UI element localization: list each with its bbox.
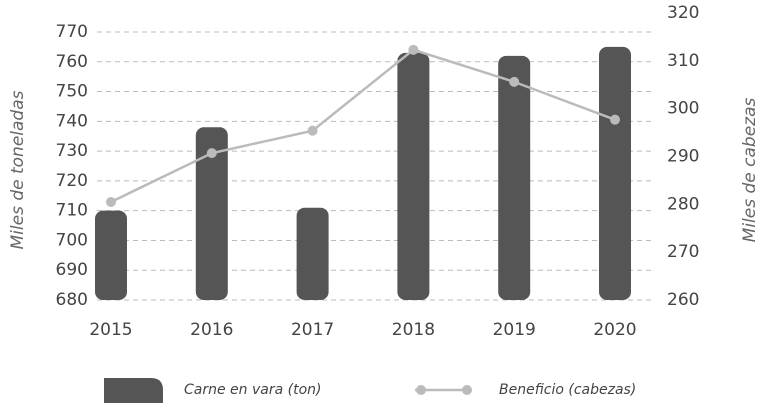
y2-tick-label: 270 xyxy=(667,242,699,262)
x-tick-label: 2019 xyxy=(493,320,536,340)
y2-tick-label: 320 xyxy=(667,3,699,23)
y2-tick-label: 300 xyxy=(667,99,699,119)
y-tick-label: 700 xyxy=(56,230,88,250)
y2-tick-label: 310 xyxy=(667,51,699,71)
y-tick-label: 680 xyxy=(56,290,88,310)
point xyxy=(509,76,520,87)
point xyxy=(106,196,116,207)
legend-label: Beneficio (cabezas) xyxy=(499,382,636,398)
x-tick-label: 2016 xyxy=(190,320,233,340)
y-axis-title: Miles de toneladas xyxy=(8,90,28,249)
point xyxy=(307,125,318,136)
y-tick-label: 740 xyxy=(56,111,88,131)
legend-swatch xyxy=(462,385,472,395)
point xyxy=(408,44,419,55)
y-tick-label: 750 xyxy=(56,82,88,102)
bar xyxy=(599,46,631,301)
x-tick-label: 2018 xyxy=(392,320,435,340)
bar xyxy=(498,55,531,301)
y2-axis-title: Miles de cabezas xyxy=(740,98,760,243)
y-tick-label: 710 xyxy=(56,201,88,221)
legend-swatch xyxy=(104,378,163,403)
y-tick-label: 720 xyxy=(56,171,88,191)
y2-tick-label: 260 xyxy=(667,290,699,310)
y-tick-label: 730 xyxy=(56,141,88,161)
y-tick-label: 770 xyxy=(56,22,88,42)
x-tick-label: 2015 xyxy=(89,320,132,340)
bar xyxy=(95,210,127,300)
y-tick-label: 760 xyxy=(56,52,88,72)
bar xyxy=(195,127,228,301)
legend-swatch xyxy=(416,385,426,395)
x-tick-label: 2020 xyxy=(593,320,636,340)
legend-label: Carne en vara (ton) xyxy=(184,382,321,398)
bar xyxy=(397,52,430,300)
bar xyxy=(296,207,329,300)
y2-tick-label: 280 xyxy=(667,194,699,214)
point xyxy=(610,114,620,125)
line xyxy=(110,48,616,204)
y2-tick-label: 290 xyxy=(667,147,699,167)
y-tick-label: 690 xyxy=(56,260,88,280)
x-tick-label: 2017 xyxy=(291,320,334,340)
point xyxy=(206,148,217,159)
